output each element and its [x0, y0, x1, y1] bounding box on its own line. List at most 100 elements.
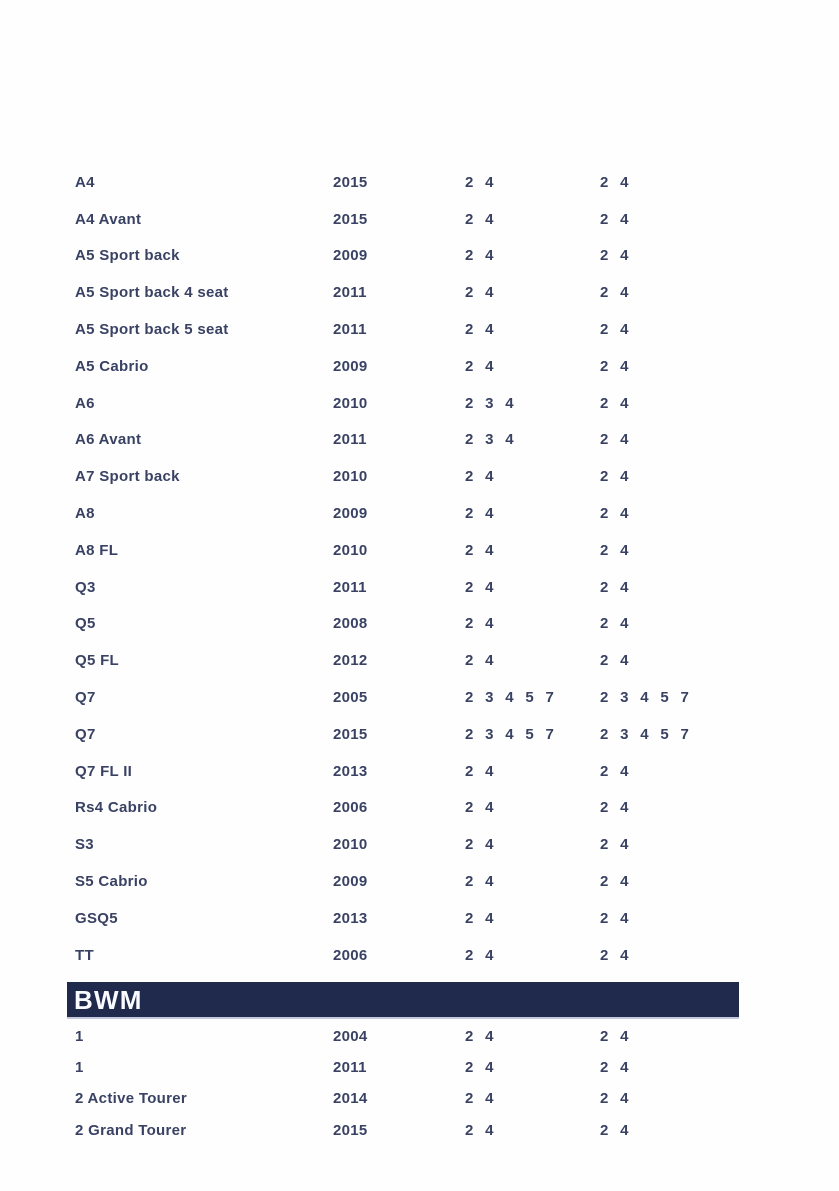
year-cell: 2012	[333, 652, 368, 670]
table-row: A4 2015 2 4 2 4	[75, 164, 730, 201]
year-cell: 2008	[333, 615, 368, 633]
table-row: A6 Avant 2011 2 3 4 2 4	[75, 422, 730, 459]
model-cell: A8	[75, 505, 95, 523]
table-row: A8 2009 2 4 2 4	[75, 495, 730, 532]
fitment-a-cell: 2 4	[465, 836, 494, 854]
fitment-a-cell: 2 3 4 5 7	[465, 689, 555, 707]
fitment-b-cell: 2 4	[600, 1090, 629, 1108]
fitment-b-cell: 2 4	[600, 652, 629, 670]
year-cell: 2014	[333, 1090, 368, 1108]
table-row: Q5 FL 2012 2 4 2 4	[75, 642, 730, 679]
fitment-a-cell: 2 4	[465, 468, 494, 486]
model-cell: A5 Sport back 5 seat	[75, 321, 229, 339]
model-cell: Q7 FL II	[75, 762, 133, 780]
fitment-a-cell: 2 4	[465, 946, 494, 964]
table-row: Q5 2008 2 4 2 4	[75, 606, 730, 643]
model-cell: A5 Sport back 4 seat	[75, 284, 229, 302]
model-cell: S3	[75, 836, 94, 854]
model-cell: Q3	[75, 578, 96, 596]
year-cell: 2011	[333, 321, 367, 339]
year-cell: 2006	[333, 799, 368, 817]
year-cell: 2009	[333, 873, 368, 891]
table-row: A4 Avant 2015 2 4 2 4	[75, 201, 730, 238]
table-row: 2 Active Tourer 2014 2 4 2 4	[75, 1083, 730, 1114]
year-cell: 2010	[333, 468, 368, 486]
table-row: A5 Cabrio 2009 2 4 2 4	[75, 348, 730, 385]
vehicle-table-bmw: 1 2004 2 4 2 4 1 2011 2 4 2 4 2 Active T…	[75, 1021, 730, 1146]
year-cell: 2005	[333, 689, 368, 707]
fitment-b-cell: 2 4	[600, 541, 629, 559]
model-cell: S5 Cabrio	[75, 873, 148, 891]
fitment-a-cell: 2 4	[465, 652, 494, 670]
fitment-a-cell: 2 4	[465, 357, 494, 375]
model-cell: A6	[75, 394, 95, 412]
fitment-b-cell: 2 4	[600, 1059, 629, 1077]
table-row: Q7 FL II 2013 2 4 2 4	[75, 753, 730, 790]
fitment-b-cell: 2 4	[600, 431, 629, 449]
model-cell: 2 Grand Tourer	[75, 1121, 187, 1139]
fitment-b-cell: 2 4	[600, 1028, 629, 1046]
year-cell: 2006	[333, 946, 368, 964]
fitment-b-cell: 2 4	[600, 321, 629, 339]
model-cell: GSQ5	[75, 909, 118, 927]
model-cell: Q7	[75, 689, 96, 707]
fitment-a-cell: 2 4	[465, 284, 494, 302]
table-row: Q7 2005 2 3 4 5 7 2 3 4 5 7	[75, 679, 730, 716]
model-cell: A7 Sport back	[75, 468, 180, 486]
year-cell: 2010	[333, 394, 368, 412]
vehicle-table-audi: A4 2015 2 4 2 4 A4 Avant 2015 2 4 2 4 A5…	[75, 164, 730, 974]
year-cell: 2015	[333, 173, 368, 191]
model-cell: 2 Active Tourer	[75, 1090, 188, 1108]
fitment-b-cell: 2 4	[600, 468, 629, 486]
year-cell: 2009	[333, 505, 368, 523]
fitment-a-cell: 2 3 4	[465, 431, 514, 449]
fitment-a-cell: 2 4	[465, 541, 494, 559]
year-cell: 2013	[333, 909, 368, 927]
table-row: 1 2004 2 4 2 4	[75, 1021, 730, 1052]
fitment-b-cell: 2 4	[600, 799, 629, 817]
fitment-a-cell: 2 4	[465, 321, 494, 339]
table-row: GSQ5 2013 2 4 2 4	[75, 900, 730, 937]
fitment-b-cell: 2 3 4 5 7	[600, 725, 690, 743]
fitment-b-cell: 2 4	[600, 909, 629, 927]
year-cell: 2010	[333, 541, 368, 559]
year-cell: 2015	[333, 725, 368, 743]
model-cell: TT	[75, 946, 94, 964]
fitment-a-cell: 2 4	[465, 173, 494, 191]
brand-title: BWM	[74, 984, 143, 1015]
fitment-a-cell: 2 4	[465, 505, 494, 523]
model-cell: 1	[75, 1028, 84, 1046]
model-cell: A4 Avant	[75, 210, 142, 228]
model-cell: Q5	[75, 615, 96, 633]
model-cell: A5 Cabrio	[75, 357, 149, 375]
table-row: A5 Sport back 2009 2 4 2 4	[75, 238, 730, 275]
year-cell: 2015	[333, 1121, 368, 1139]
table-row: A6 2010 2 3 4 2 4	[75, 385, 730, 422]
year-cell: 2011	[333, 284, 367, 302]
model-cell: A8 FL	[75, 541, 119, 559]
table-row: 2 Grand Tourer 2015 2 4 2 4	[75, 1115, 730, 1146]
fitment-b-cell: 2 4	[600, 247, 629, 265]
fitment-a-cell: 2 4	[465, 210, 494, 228]
fitment-b-cell: 2 4	[600, 1121, 629, 1139]
fitment-b-cell: 2 4	[600, 615, 629, 633]
table-row: 1 2011 2 4 2 4	[75, 1052, 730, 1083]
year-cell: 2011	[333, 578, 367, 596]
year-cell: 2015	[333, 210, 368, 228]
year-cell: 2011	[333, 431, 367, 449]
year-cell: 2011	[333, 1059, 367, 1077]
fitment-a-cell: 2 4	[465, 762, 494, 780]
table-row: Q7 2015 2 3 4 5 7 2 3 4 5 7	[75, 716, 730, 753]
fitment-b-cell: 2 4	[600, 173, 629, 191]
year-cell: 2013	[333, 762, 368, 780]
fitment-a-cell: 2 4	[465, 1121, 494, 1139]
fitment-a-cell: 2 3 4	[465, 394, 514, 412]
fitment-b-cell: 2 4	[600, 836, 629, 854]
model-cell: Q5 FL	[75, 652, 120, 670]
year-cell: 2004	[333, 1028, 368, 1046]
fitment-a-cell: 2 4	[465, 909, 494, 927]
model-cell: A6 Avant	[75, 431, 142, 449]
brand-header-band: BWM	[67, 982, 739, 1019]
fitment-a-cell: 2 4	[465, 873, 494, 891]
